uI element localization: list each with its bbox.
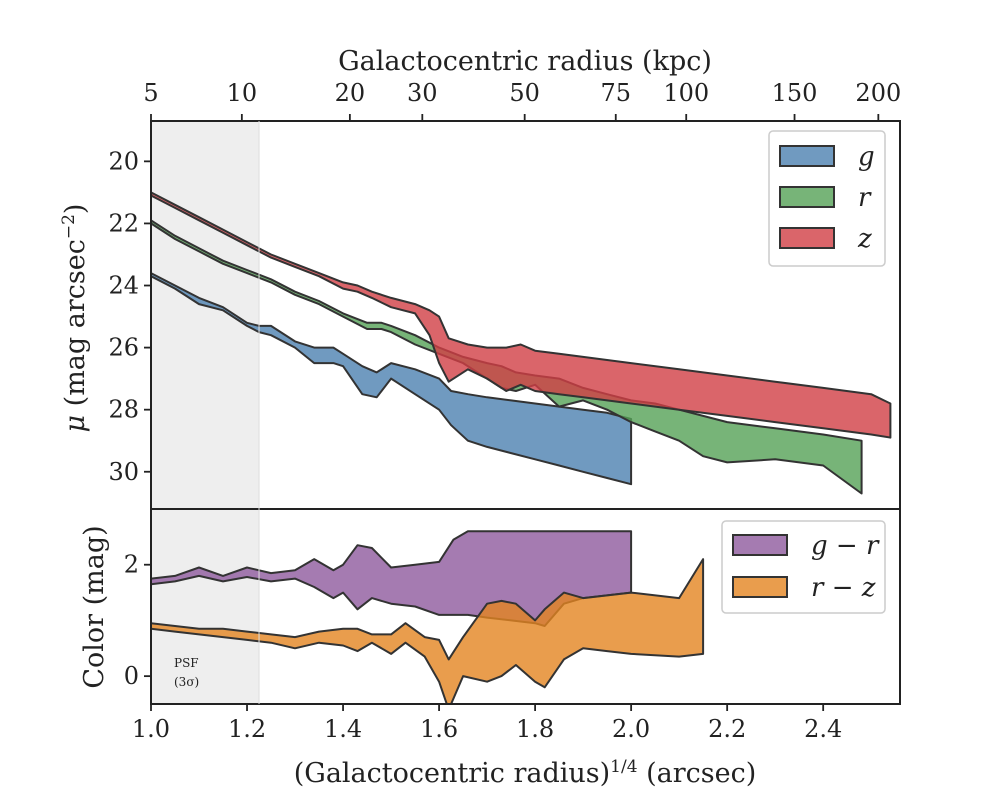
top-xtick-label: 30 [407,79,438,107]
color-bands [151,530,705,704]
xtick-label: 2.4 [804,715,842,743]
ytick-top-label: 30 [108,458,139,486]
surface-brightness-bands [151,191,892,495]
bottom-axis-title-unit: (arcsec) [638,758,757,789]
legend-label-g-minus-r: g − r [811,531,880,561]
bottom-axis-title-exp: 1/4 [610,757,637,777]
top-y-axis-title: μ (mag arcsec−2) [59,204,91,433]
psf-region-bottom [151,509,260,704]
legend-swatch-g-minus-r [732,534,788,556]
top-xtick-label: 150 [772,79,818,107]
band-z [151,191,892,439]
top-xtick-label: 50 [509,79,540,107]
legend-label-g: g [858,142,875,172]
top-xtick-label: 5 [143,79,158,107]
legend-label-r: r [858,183,872,213]
band-r-minus-z [151,558,705,704]
legend-swatch-r-minus-z [732,576,788,598]
xtick-label: 1.4 [324,715,362,743]
legend-swatch-z [779,227,835,249]
xtick-label: 1.8 [516,715,554,743]
legend-bottom: g − r r − z [721,520,886,614]
top-xtick-label: 75 [600,79,631,107]
band-r [151,219,863,495]
xtick-label: 1.0 [132,715,170,743]
bottom-y-axis-title: Color (mag) [79,525,110,688]
ytick-top-label: 24 [108,272,139,300]
bottom-axis-title: (Galactocentric radius)1/4 (arcsec) [294,757,757,789]
bottom-axis-title-base: (Galactocentric radius) [294,758,610,789]
top-axis-title: Galactocentric radius (kpc) [338,46,712,77]
top-xtick-label: 100 [663,79,709,107]
top-xtick-label: 200 [855,79,901,107]
ytick-top-label: 28 [108,396,139,424]
top-xtick-label: 10 [227,79,258,107]
legend-top: grz [768,130,886,267]
legend-label-r-minus-z: r − z [811,573,876,603]
xtick-label: 1.6 [420,715,458,743]
legend-swatch-r [779,186,835,208]
top-xtick-label: 20 [335,79,366,107]
ytick-bottom-label: 2 [124,551,139,579]
band-g [151,272,633,486]
xtick-label: 1.2 [228,715,266,743]
legend-label-z: z [857,224,872,254]
psf-sigma-label: (3σ) [174,675,199,689]
ytick-bottom-label: 0 [124,662,139,690]
axis-ticks: 20 22 24 26 28 30 0 2 1.0 1.2 1.4 1.6 1.8 2.0 2.2 2.4 5 1… [108,79,901,743]
ytick-top-label: 20 [108,147,139,175]
legend-swatch-g [779,145,835,167]
xtick-label: 2.0 [612,715,650,743]
xtick-label: 2.2 [708,715,746,743]
bottom-panel-frame [150,508,901,705]
ytick-top-label: 22 [108,209,139,237]
psf-label: PSF [174,656,199,670]
psf-region-top [151,121,260,509]
ytick-top-label: 26 [108,334,139,362]
